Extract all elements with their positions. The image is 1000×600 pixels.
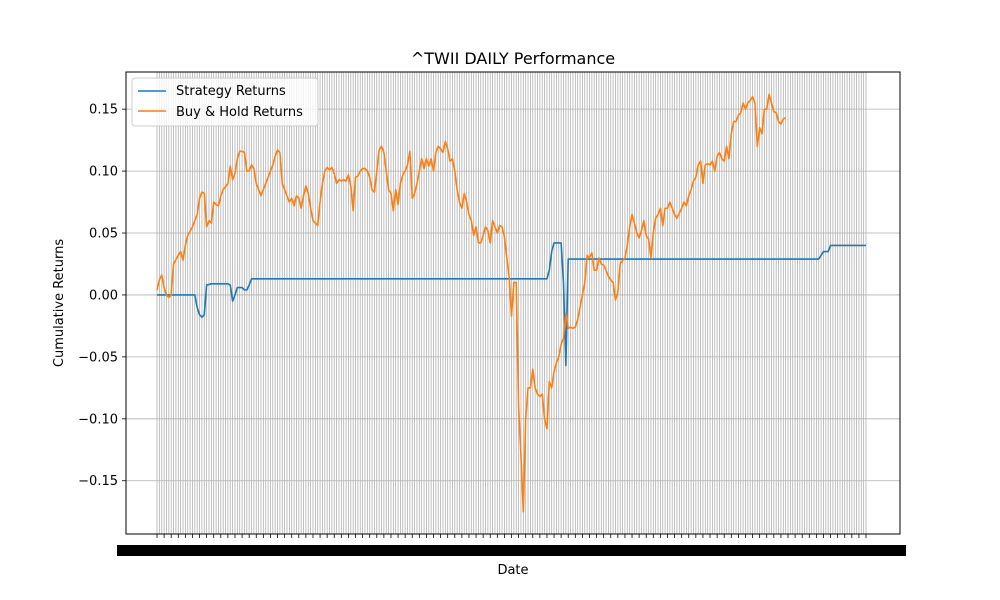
y-axis: 0.15 0.10 0.05 0.00 −0.05 −0.10 −0.15 (78, 103, 126, 489)
strategy-returns-line (157, 242, 866, 367)
series-layer (156, 93, 866, 513)
y-axis-label: Cumulative Returns (52, 239, 67, 367)
legend-label-strategy: Strategy Returns (176, 84, 286, 99)
y-tick-label: 0.15 (89, 103, 118, 118)
plot-frame (125, 71, 901, 535)
legend: Strategy Returns Buy & Hold Returns (131, 77, 319, 127)
y-tick-label: −0.15 (78, 474, 118, 489)
buy-hold-returns-line (156, 93, 787, 513)
x-axis (117, 534, 906, 556)
chart-title: ^TWII DAILY Performance (411, 49, 615, 68)
legend-box (131, 77, 319, 127)
x-axis-label: Date (497, 563, 528, 578)
x-tick-labels-overlap (117, 545, 906, 556)
y-tick-label: −0.10 (78, 412, 118, 427)
y-tick-label: −0.05 (78, 350, 118, 365)
y-tick-label: 0.10 (89, 165, 118, 180)
y-tick-label: 0.00 (89, 288, 118, 303)
legend-label-buy-hold: Buy & Hold Returns (176, 105, 303, 120)
y-tick-label: 0.05 (89, 227, 118, 242)
